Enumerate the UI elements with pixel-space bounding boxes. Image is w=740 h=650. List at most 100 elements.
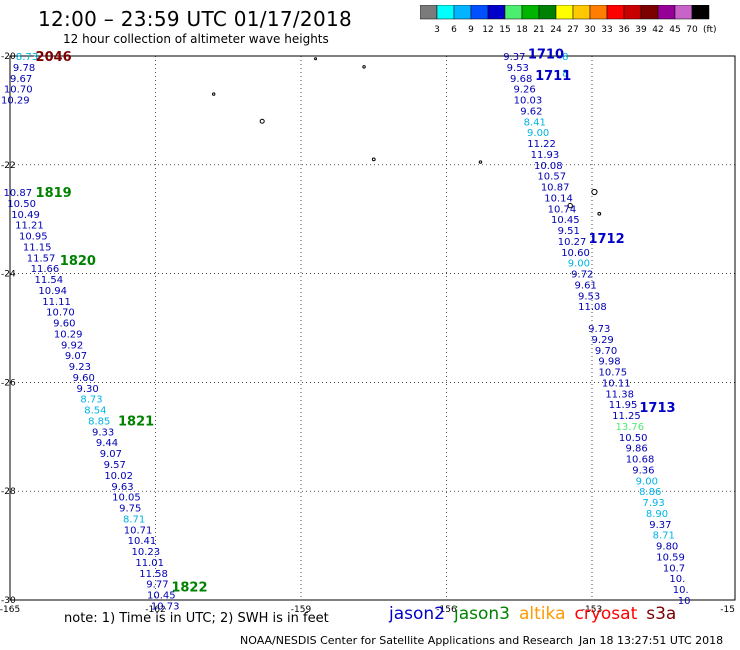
pass-time-label: 1712 — [588, 232, 624, 247]
wave-height-value: 8.73 — [16, 52, 38, 63]
wave-height-value: 9.73 — [588, 324, 610, 335]
scale-label: 21 — [533, 25, 544, 35]
wave-height-value: 10 — [678, 596, 691, 607]
credit-line: NOAA/NESDIS Center for Satellite Applica… — [240, 634, 574, 647]
scale-label: 42 — [652, 25, 663, 35]
scale-label: 3 — [434, 25, 440, 35]
wave-height-value: 8.41 — [524, 117, 546, 128]
wave-height-value: 9.68 — [510, 74, 532, 85]
lon-tick-label: -15 — [720, 605, 735, 615]
wave-height-value: 9.67 — [10, 74, 32, 85]
pass-time-label: 1711 — [535, 69, 571, 84]
wave-height-value: 9.77 — [146, 580, 168, 591]
wave-height-value: 9.26 — [513, 85, 535, 96]
wave-height-value: 11.25 — [612, 411, 641, 422]
wave-height-value: 10.14 — [544, 193, 573, 204]
wave-height-value: 9.30 — [76, 384, 98, 395]
scale-label: 15 — [499, 25, 510, 35]
pass-time-label: 1710 — [528, 47, 564, 62]
lat-tick-label: -20 — [1, 52, 16, 62]
map-frame — [9, 55, 736, 601]
wave-height-value: 9.62 — [520, 106, 542, 117]
wave-height-value: 9.63 — [111, 482, 133, 493]
wave-height-value: 11.66 — [31, 264, 60, 275]
wave-height-value: 8.71 — [653, 531, 675, 542]
wave-height-value: 9.72 — [571, 270, 593, 281]
wave-height-value: 9.57 — [104, 460, 126, 471]
lat-tick-label: -22 — [1, 161, 16, 171]
wave-height-value: 9.44 — [96, 438, 118, 449]
wave-height-value: 10.70 — [46, 308, 75, 319]
wave-height-value: 9.53 — [578, 291, 600, 302]
wave-height-value: 11.22 — [527, 139, 556, 150]
scale-label: 18 — [516, 25, 528, 35]
wave-height-value: 9.92 — [61, 340, 83, 351]
wave-height-value: 11.01 — [135, 558, 164, 569]
wave-height-value: 13.76 — [616, 422, 645, 433]
wave-height-value: 9.60 — [73, 373, 95, 384]
lon-tick-label: -165 — [0, 605, 20, 615]
wave-height-value: 10.50 — [619, 433, 648, 444]
scale-label: 12 — [482, 25, 493, 35]
lat-tick-label: -26 — [1, 378, 16, 388]
island-marker — [567, 202, 573, 209]
scale-label: 36 — [618, 25, 630, 35]
lon-tick-label: -156 — [436, 605, 457, 615]
pass-time-label: 1822 — [171, 580, 207, 595]
wave-height-value: 10.74 — [548, 204, 577, 215]
wave-height-value: 9.00 — [636, 476, 658, 487]
scale-label: 27 — [567, 25, 578, 35]
wave-height-value: 11.15 — [23, 242, 52, 253]
scale-label: 45 — [669, 25, 680, 35]
chart-subtitle: 12 hour collection of altimeter wave hei… — [63, 32, 329, 46]
wave-height-value: 7.93 — [642, 498, 664, 509]
scale-label: 30 — [584, 25, 596, 35]
wave-height-value: 11.54 — [34, 275, 63, 286]
wave-height-value: 11.11 — [42, 297, 71, 308]
lon-tick-label: -162 — [145, 605, 165, 615]
wave-height-value: 10.05 — [112, 493, 141, 504]
island-marker — [371, 157, 376, 162]
wave-height-value: 10.08 — [534, 161, 563, 172]
wave-height-value: 10.41 — [128, 536, 157, 547]
wave-height-value: 11.21 — [15, 221, 44, 232]
satellite-legend: jason2 jason3 altika cryosat s3a — [389, 604, 685, 630]
wave-height-value: 9.75 — [119, 504, 141, 515]
scale-label: 39 — [635, 25, 647, 35]
wave-height-value: 9.98 — [598, 357, 620, 368]
wave-height-value: 9.51 — [558, 226, 580, 237]
pass-time-label: 2046 — [36, 50, 72, 65]
wave-height-value: 10.87 — [541, 183, 570, 194]
pass-time-label: 1819 — [36, 186, 72, 201]
pass-time-label: 1821 — [118, 414, 154, 429]
wave-height-value: 11.58 — [139, 569, 168, 580]
island-marker — [478, 160, 483, 164]
wave-height-value: 8 — [562, 68, 568, 79]
legend-item-s3a: s3a — [646, 604, 677, 624]
wave-height-value: 10.71 — [124, 525, 153, 536]
wave-height-value: 8.85 — [88, 416, 110, 427]
wave-height-value: 11.38 — [605, 389, 634, 400]
wave-height-value: 10.7 — [663, 563, 685, 574]
wave-height-value: 9.86 — [625, 444, 647, 455]
wave-height-value: 10.49 — [11, 210, 40, 221]
lat-tick-label: -24 — [1, 270, 16, 280]
pass-time-label: 1820 — [60, 254, 96, 269]
wave-height-value: 9.70 — [595, 346, 617, 357]
wave-height-value: 9.78 — [13, 63, 35, 74]
wave-height-value: 10.70 — [4, 85, 33, 96]
wave-height-value: 10.23 — [131, 547, 160, 558]
pass-time-label: 1713 — [639, 401, 675, 416]
wave-height-value: 10.02 — [104, 471, 133, 482]
legend-item-jason2: jason2 — [389, 604, 445, 624]
footnote: note: 1) Time is in UTC; 2) SWH is in fe… — [64, 611, 329, 626]
island-marker — [591, 188, 598, 196]
timestamp: Jan 18 13:27:51 UTC 2018 — [579, 634, 724, 647]
wave-height-value: 10.94 — [38, 286, 67, 297]
wave-height-value: 10.45 — [147, 591, 176, 602]
legend-item-jason3: jason3 — [454, 604, 510, 624]
wave-height-value: 10.73 — [151, 601, 180, 612]
lat-tick-label: -28 — [1, 487, 16, 497]
wave-height-value: 10.68 — [626, 455, 655, 466]
